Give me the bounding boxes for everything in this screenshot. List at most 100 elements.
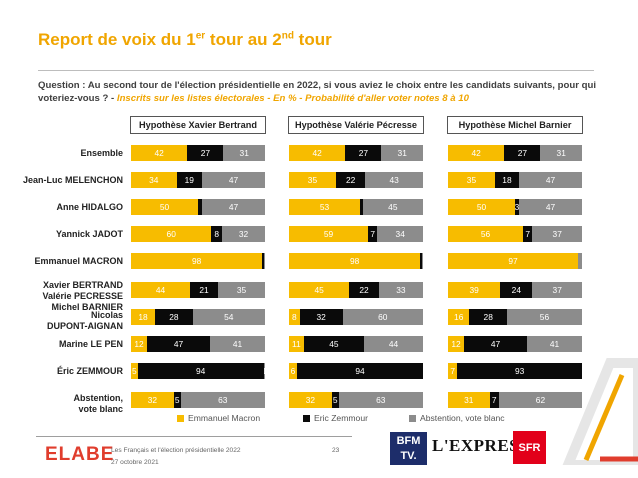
data-label: 98 [349, 256, 360, 266]
stacked-bar: 59 7 34 [289, 226, 423, 242]
data-label: 7 [525, 229, 531, 239]
data-label: 47 [490, 339, 501, 349]
data-label: 37 [552, 285, 562, 295]
data-label: 94 [355, 366, 365, 376]
data-label: 24 [511, 285, 521, 295]
data-label: 39 [469, 285, 479, 295]
data-label: 34 [149, 175, 159, 185]
bar-segment-abstention: 47 [519, 172, 582, 188]
stacked-bar: 32 5 63 [289, 392, 423, 408]
data-label: 43 [389, 175, 399, 185]
data-label: 11 [292, 339, 301, 349]
data-label: 7 [450, 366, 456, 376]
stacked-bar: 98 [289, 253, 423, 269]
data-label: 59 [323, 229, 334, 239]
data-label: 12 [451, 339, 461, 349]
row-label: Anne HIDALGO [56, 201, 124, 212]
legend-label-macron: Emmanuel Macron [188, 413, 261, 423]
bar-segment-macron: 12 [448, 336, 465, 352]
bar-segment-abstention: 37 [532, 282, 582, 298]
data-label: 1 [264, 366, 265, 376]
bar-segment-abstention: 31 [540, 145, 582, 161]
data-label: 41 [232, 339, 243, 349]
data-label: 12 [134, 339, 144, 349]
stacked-bar: 35 18 47 [448, 172, 582, 188]
bar-segment-macron: 45 [289, 282, 350, 298]
data-label: 6 [290, 366, 296, 376]
stacked-bar: 12 47 41 [448, 336, 582, 352]
data-label: 31 [464, 395, 474, 405]
data-label: 44 [155, 285, 166, 295]
bar-segment-abstention: 41 [527, 336, 582, 352]
data-label: 47 [228, 202, 239, 212]
data-label: 94 [196, 366, 206, 376]
bar-segment-macron: 34 [131, 172, 177, 188]
row-label: Ensemble [80, 147, 123, 158]
bar-segment-macron: 12 [131, 336, 148, 352]
bar-segment-zemmour: 47 [147, 336, 211, 352]
bar-segment-zemmour: 7 [368, 226, 378, 242]
bar-segment-zemmour: 19 [176, 172, 202, 188]
stacked-bar: 5 94 1 [131, 363, 265, 379]
stacked-bar: 97 [448, 253, 582, 269]
data-label: 50 [159, 202, 170, 212]
stacked-bar: 56 7 37 [448, 226, 582, 242]
data-label: 7 [491, 395, 497, 405]
bar-segment-abstention: 33 [378, 282, 423, 298]
data-label: 32 [316, 312, 326, 322]
data-label: 47 [545, 175, 556, 185]
bar-segment-macron: 50 [448, 199, 515, 215]
bar-segment-zemmour: 28 [155, 309, 193, 325]
data-label: 45 [314, 285, 324, 295]
bar-segment-zemmour: 5 [331, 392, 339, 408]
footer-date: 27 octobre 2021 [111, 459, 159, 466]
bar-segment-abstention: 32 [222, 226, 265, 242]
stacked-bar: 31 7 62 [448, 392, 582, 408]
bfmtv-logo: BFM TV. [390, 432, 427, 465]
bar-segment-abstention [421, 253, 423, 269]
data-label: 50 [476, 202, 487, 212]
page-title: Report de voix du 1er tour au 2nd tour [38, 30, 332, 49]
bar-segment-zemmour: 18 [494, 172, 519, 188]
stacked-bar: 16 28 56 [448, 309, 582, 325]
data-label: 35 [307, 175, 318, 185]
stacked-bar: 39 24 37 [448, 282, 582, 298]
row-label: Yannick JADOT [55, 228, 123, 239]
data-label: 60 [166, 229, 176, 239]
stacked-bar: 18 28 54 [131, 309, 265, 325]
bar-segment-zemmour: 32 [299, 309, 343, 325]
stacked-bar: 60 8 32 [131, 226, 265, 242]
bar-segment-abstention: 34 [377, 226, 423, 242]
data-label: 5 [132, 366, 137, 376]
bar-segment-macron: 18 [131, 309, 156, 325]
bar-segment-abstention: 43 [365, 172, 423, 188]
data-label: 97 [508, 256, 518, 266]
stacked-bar: 8 32 60 [289, 309, 423, 325]
bar-segment-macron: 39 [448, 282, 501, 298]
legend-swatch-abstention [409, 414, 416, 422]
bar-segment-zemmour: 22 [349, 282, 379, 298]
data-label: 18 [502, 175, 512, 185]
bar-segment-abstention: 35 [218, 282, 265, 298]
data-label: 31 [239, 148, 249, 158]
stacked-bar: 42 27 31 [131, 145, 265, 161]
legend-item-zemmour: Eric Zemmour [303, 413, 368, 423]
bar-segment-abstention: 62 [498, 392, 582, 408]
bar-segment-macron: 32 [131, 392, 174, 408]
bar-segment-macron: 8 [289, 309, 300, 325]
bar-segment-abstention: 41 [210, 336, 265, 352]
footer-divider [36, 436, 352, 437]
data-label: 32 [147, 395, 158, 405]
stacked-bar: 12 47 41 [131, 336, 265, 352]
row-label: Éric ZEMMOUR [56, 365, 123, 376]
bar-segment-abstention: 56 [506, 309, 582, 325]
bar-segment-macron: 98 [289, 253, 421, 269]
data-label: 47 [173, 339, 184, 349]
data-label: 8 [292, 312, 297, 322]
data-label: 47 [228, 175, 239, 185]
bar-segment-zemmour: 94 [297, 363, 423, 379]
bar-segment-abstention: 45 [362, 199, 423, 215]
data-label: 8 [214, 229, 220, 239]
data-label: 28 [169, 312, 179, 322]
bar-segment-zemmour: 3 [515, 199, 520, 215]
